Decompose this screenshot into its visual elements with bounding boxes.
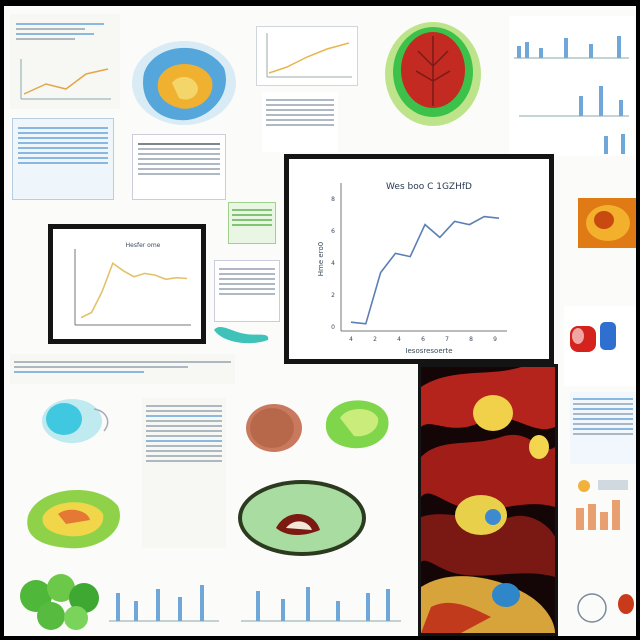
large-cell-illustration	[238, 480, 366, 556]
small-series-line	[80, 261, 188, 319]
main-y-tick-label: 0	[331, 324, 335, 331]
table-block-mid	[262, 92, 338, 152]
small-line-chart: Hesfer ome	[74, 242, 191, 326]
main-y-tick-label: 6	[331, 228, 335, 235]
teal-shape	[214, 326, 269, 344]
main-y-tick-label: 2	[331, 292, 335, 299]
tissue-photo	[578, 198, 636, 248]
chart-top-center	[256, 26, 358, 86]
table-block-center	[132, 134, 226, 200]
main-x-tick-label: 2	[373, 336, 377, 343]
main-x-tick-label: 8	[469, 336, 473, 343]
main-chart-title: Wes boo C 1GZHfD	[386, 182, 472, 192]
heart-illustration	[132, 41, 236, 125]
organ-illustration-center	[246, 400, 389, 452]
text-block-right-lower	[570, 392, 636, 464]
small-figures-right	[576, 480, 634, 623]
mini-chart-top-left	[20, 59, 111, 100]
microscopy-panel	[418, 364, 558, 636]
main-x-tick-label: 6	[421, 336, 425, 343]
bar-chart-bottom-left	[109, 585, 219, 622]
main-chart-xlabel: Iesosresoerte	[405, 347, 452, 355]
text-block-right-mid	[564, 306, 636, 386]
main-chart-ylabel: Hme ero0	[317, 242, 325, 276]
main-y-tick-label: 4	[331, 260, 335, 267]
table-block-small-right	[214, 260, 280, 322]
table-block-left	[12, 118, 114, 200]
main-chart-frame: Wes boo C 1GZHfD Hme ero0 Iesosresoerte …	[284, 154, 554, 364]
organ-illustration-left	[27, 489, 120, 549]
main-x-tick-label: 9	[493, 336, 497, 343]
main-x-tick-label: 7	[445, 336, 449, 343]
main-line-chart: Wes boo C 1GZHfD Hme ero0 Iesosresoerte …	[317, 182, 507, 355]
leaf-illustration	[385, 22, 481, 126]
main-x-tick-label: 4	[349, 336, 353, 343]
small-chart-title: Hesfer ome	[126, 242, 161, 249]
main-series-line	[350, 215, 500, 325]
main-y-tick-label: 8	[331, 196, 335, 203]
main-x-tick-label: 4	[397, 336, 401, 343]
cell-illustration	[42, 399, 109, 443]
text-block-lower-left	[10, 354, 235, 384]
bar-chart-bottom-center	[241, 587, 401, 622]
collage-canvas: Hesfer ome Wes boo C 1GZHfD Hme ero0 Ies…	[4, 6, 636, 636]
green-cluster	[20, 574, 99, 630]
text-columns-center	[142, 398, 226, 548]
small-chart-frame: Hesfer ome	[48, 224, 206, 344]
text-block-top-left	[10, 14, 120, 109]
bar-chart-top-right	[509, 16, 634, 156]
green-table	[228, 202, 276, 244]
